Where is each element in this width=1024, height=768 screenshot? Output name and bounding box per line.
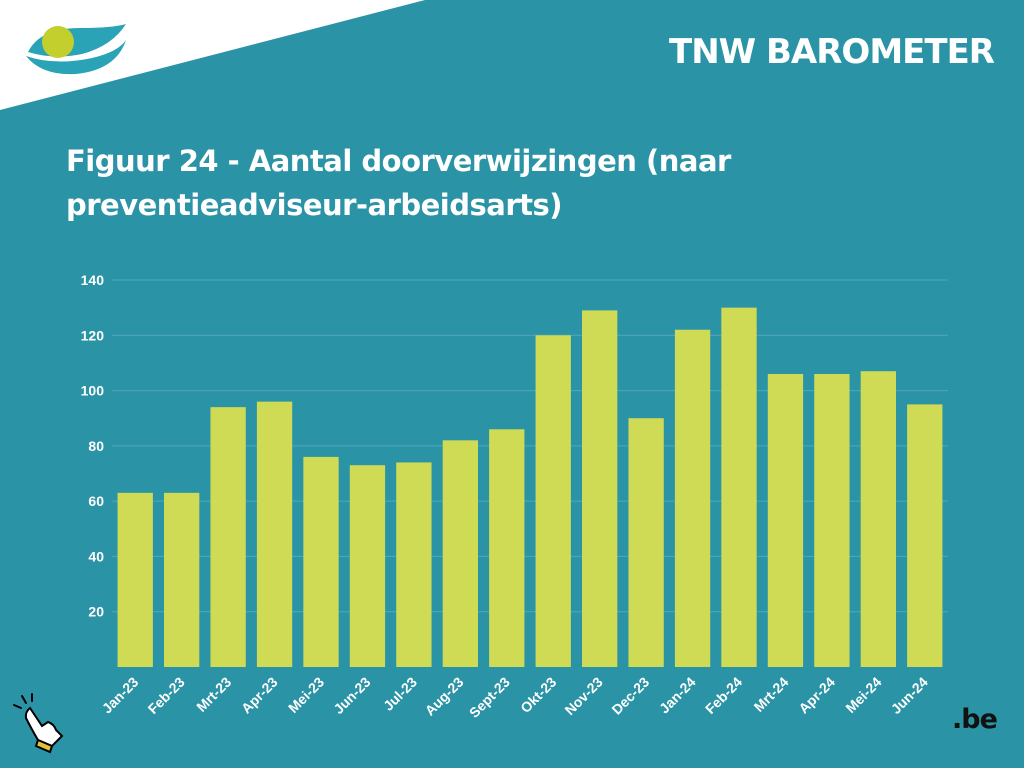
x-tick-label: Dec-23 [608,674,652,718]
bar [582,310,618,667]
y-tick-label: 120 [81,327,105,343]
x-tick-label: Mei-23 [285,674,327,716]
bar [256,401,293,667]
x-tick-label: Aug-23 [422,674,467,719]
bar [489,429,525,667]
bar [767,373,804,667]
x-tick-label: Sept-23 [466,674,513,721]
y-tick-label: 60 [88,493,104,509]
be-logo-text: .be [952,704,998,735]
x-tick-label: Jan-24 [656,674,699,717]
bar [907,404,943,667]
y-tick-label: 40 [88,548,104,564]
bar [303,456,339,667]
x-tick-label: Mrt-23 [193,674,234,715]
x-tick-label: Apr-24 [795,674,838,717]
x-tick-label: Jul-23 [380,674,420,714]
bar [674,329,711,667]
bar [164,492,200,667]
be-logo: .be [952,704,998,735]
bar [721,307,757,667]
bar [814,373,850,667]
x-tick-label: Nov-23 [561,674,605,718]
bar [117,492,153,667]
y-tick-label: 140 [81,272,105,288]
y-tick-label: 80 [88,438,104,454]
x-tick-label: Mei-24 [842,674,884,716]
x-tick-label: Feb-24 [702,674,745,717]
bar [535,335,571,667]
brand-title: TNW BAROMETER [669,32,995,72]
bar [396,462,432,667]
x-tick-label: Mrt-24 [751,674,792,715]
eye-logo-icon [26,24,126,75]
x-tick-label: Apr-23 [238,674,281,717]
x-tick-label: Jun-24 [888,674,931,717]
hand-pointer-icon[interactable] [8,690,72,754]
bar [860,371,896,667]
bar [442,440,478,667]
x-tick-label: Jan-23 [99,674,142,717]
figure-title: Figuur 24 - Aantal doorverwijzingen (naa… [66,144,731,222]
x-tick-label: Okt-23 [517,674,559,716]
x-tick-label: Jun-23 [330,674,373,717]
bar [628,418,664,667]
y-tick-label: 100 [81,383,105,399]
bar [349,465,386,667]
y-tick-label: 20 [88,604,104,620]
corner-banner [0,0,425,110]
bar [210,407,246,667]
x-tick-label: Feb-23 [145,674,188,717]
